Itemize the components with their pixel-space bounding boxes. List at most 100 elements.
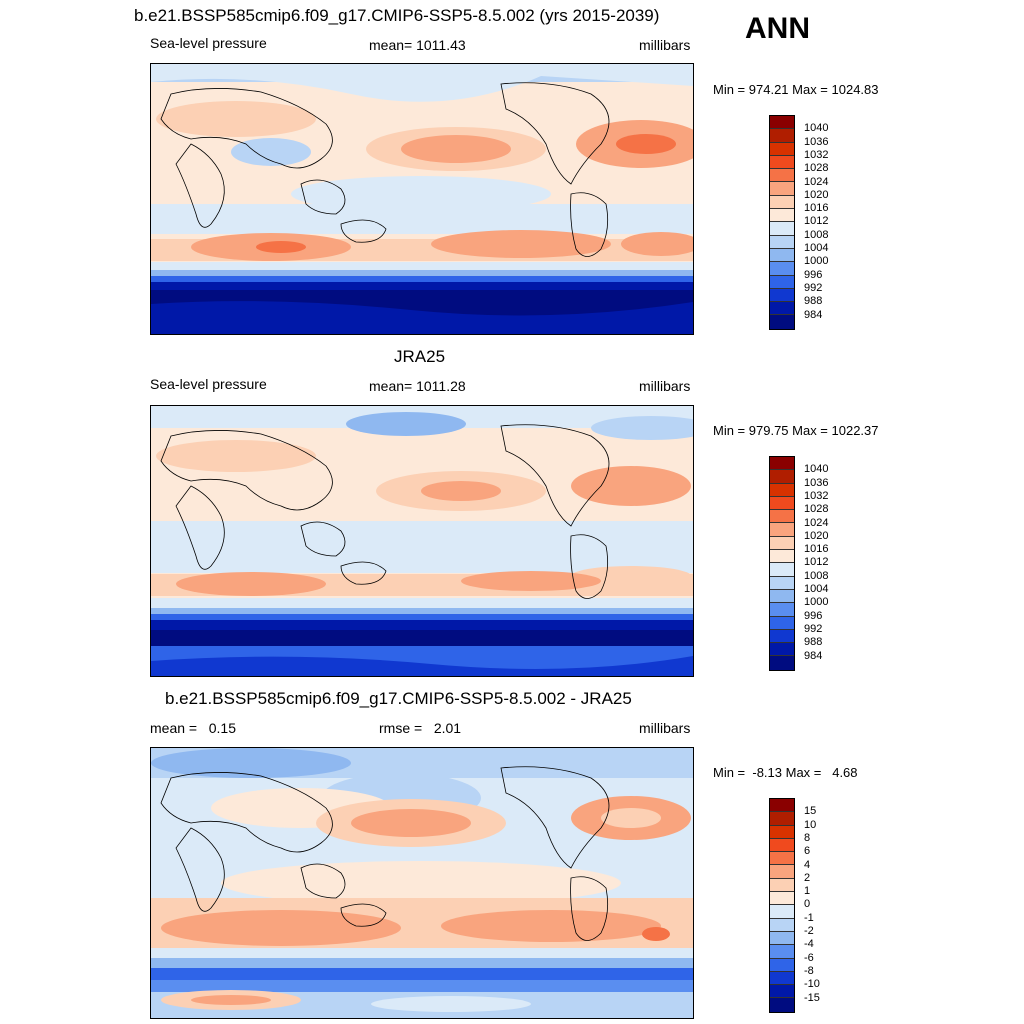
colorbar-swatch: [770, 985, 794, 999]
colorbar-tick-label: 2: [804, 871, 811, 884]
panel1-variable-label: Sea-level pressure: [150, 35, 267, 51]
colorbar-tick-label: 1012: [804, 556, 829, 569]
colorbar-swatch: [770, 235, 794, 249]
colorbar-swatch: [770, 550, 794, 564]
colorbar-swatch: [770, 155, 794, 170]
colorbar-swatch: [770, 931, 794, 946]
colorbar-swatch: [770, 629, 794, 644]
colorbar-tick-label: -2: [804, 925, 814, 937]
colorbar-tick-label: 988: [804, 636, 823, 649]
colorbar-tick-label: 1028: [804, 162, 829, 175]
colorbar-swatch: [770, 129, 794, 143]
colorbar-swatch: [770, 523, 794, 537]
colorbar-swatch: [770, 838, 794, 853]
colorbar-swatch: [770, 209, 794, 223]
panel1-mean-label: mean= 1011.43: [369, 37, 466, 53]
colorbar-tick-label: 996: [804, 609, 823, 622]
colorbar-tick-label: 1032: [804, 489, 829, 502]
colorbar-swatch: [770, 945, 794, 959]
colorbar-tick-label: 988: [804, 295, 823, 308]
colorbar-tick-label: 1012: [804, 215, 829, 228]
panel2-minmax: Min = 979.75 Max = 1022.37: [713, 423, 879, 438]
colorbar-tick-label: 1024: [804, 516, 829, 529]
colorbar-tick-label: 8: [804, 831, 811, 844]
panel3-mean-label: mean = 0.15: [150, 720, 237, 736]
panel1-units-label: millibars: [639, 37, 691, 53]
season-label: ANN: [745, 12, 810, 45]
panel3-title: b.e21.BSSP585cmip6.f09_g17.CMIP6-SSP5-8.…: [165, 689, 632, 708]
colorbar-swatch: [770, 905, 794, 919]
colorbar-swatch: [770, 470, 794, 484]
colorbar-tick-label: 1024: [804, 175, 829, 188]
colorbar-tick-label: 1032: [804, 148, 829, 161]
colorbar-swatch: [770, 998, 794, 1012]
colorbar-swatch: [770, 248, 794, 263]
colorbar-swatch: [770, 116, 794, 130]
colorbar-tick-label: 4: [804, 858, 811, 871]
panel1-minmax: Min = 974.21 Max = 1024.83: [713, 82, 879, 97]
colorbar-swatch: [770, 878, 794, 893]
colorbar-swatch: [770, 275, 794, 289]
colorbar-tick-label: -15: [804, 991, 820, 1004]
colorbar-tick-label: -6: [804, 951, 814, 964]
colorbar-swatch: [770, 169, 794, 183]
colorbar-swatch: [770, 589, 794, 604]
panel3-rmse-label: rmse = 2.01: [379, 720, 462, 736]
colorbar-swatch: [770, 195, 794, 210]
colorbar-swatch: [770, 656, 794, 670]
colorbar-tick-label: 1: [804, 885, 811, 898]
colorbar-swatch: [770, 483, 794, 497]
colorbar-swatch: [770, 825, 794, 839]
colorbar-swatch: [770, 222, 794, 236]
colorbar-tick-label: -1: [804, 911, 814, 924]
colorbar-tick-label: 1004: [804, 242, 829, 254]
colorbar-swatch: [770, 288, 794, 303]
colorbar-tick-label: -4: [804, 938, 814, 951]
panel3-units-label: millibars: [639, 720, 691, 736]
colorbar-tick-label: 992: [804, 622, 823, 635]
colorbar-swatch: [770, 142, 794, 156]
colorbar-swatch: [770, 510, 794, 524]
colorbar-tick-label: -10: [804, 978, 820, 991]
colorbar-tick-label: 1008: [804, 569, 829, 582]
colorbar-swatch: [770, 315, 794, 329]
colorbar-tick-label: 1040: [804, 122, 829, 135]
colorbar-tick-label: 15: [804, 805, 817, 818]
colorbar-tick-label: 1004: [804, 583, 829, 595]
colorbar-tick-label: 1008: [804, 228, 829, 241]
colorbar-swatch: [770, 457, 794, 471]
colorbar-tick-label: 10: [804, 818, 817, 831]
colorbar-swatch: [770, 852, 794, 866]
colorbar-tick-label: 1028: [804, 503, 829, 516]
figure-title: b.e21.BSSP585cmip6.f09_g17.CMIP6-SSP5-8.…: [134, 6, 660, 25]
colorbar-tick-label: 1016: [804, 202, 829, 215]
panel1-colorbar: [769, 115, 795, 330]
colorbar-tick-label: 984: [804, 308, 823, 321]
colorbar-swatch: [770, 958, 794, 972]
colorbar-swatch: [770, 812, 794, 826]
colorbar-swatch: [770, 576, 794, 590]
panel2-units-label: millibars: [639, 378, 691, 394]
colorbar-swatch: [770, 302, 794, 316]
colorbar-swatch: [770, 918, 794, 932]
colorbar-tick-label: 1020: [804, 529, 829, 542]
colorbar-tick-label: 1016: [804, 543, 829, 556]
panel1-map: [150, 63, 694, 335]
colorbar-swatch: [770, 892, 794, 906]
colorbar-swatch: [770, 536, 794, 551]
colorbar-swatch: [770, 182, 794, 196]
panel2-colorbar: [769, 456, 795, 671]
colorbar-tick-label: 1036: [804, 135, 829, 148]
panel2-title: JRA25: [394, 347, 446, 366]
colorbar-tick-label: 1036: [804, 476, 829, 489]
colorbar-tick-label: 0: [804, 898, 811, 911]
panel2-mean-label: mean= 1011.28: [369, 378, 466, 394]
panel3-colorbar: [769, 798, 795, 1013]
colorbar-swatch: [770, 971, 794, 986]
colorbar-swatch: [770, 643, 794, 657]
colorbar-swatch: [770, 262, 794, 276]
colorbar-tick-label: 1040: [804, 463, 829, 476]
colorbar-tick-label: -8: [804, 964, 814, 977]
panel2-map: [150, 405, 694, 677]
colorbar-tick-label: 992: [804, 281, 823, 294]
